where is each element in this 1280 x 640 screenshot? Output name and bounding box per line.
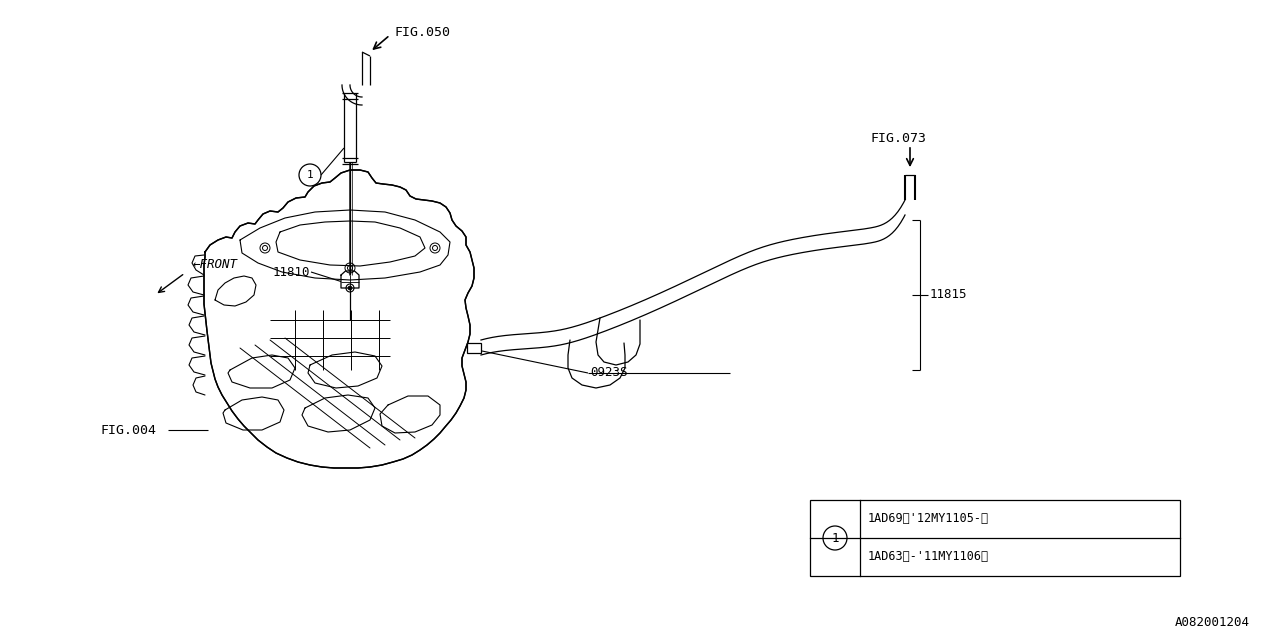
Text: 11810: 11810: [273, 266, 310, 278]
Text: 1AD63（-'11MY1106）: 1AD63（-'11MY1106）: [868, 550, 989, 563]
Text: 1: 1: [831, 531, 838, 545]
Text: 0923S: 0923S: [590, 367, 627, 380]
Text: FIG.050: FIG.050: [394, 26, 451, 38]
Text: ←FRONT: ←FRONT: [193, 259, 238, 271]
Text: 1: 1: [307, 170, 314, 180]
Text: 1AD69（'12MY1105-）: 1AD69（'12MY1105-）: [868, 513, 989, 525]
Text: FIG.073: FIG.073: [870, 131, 925, 145]
Text: 11815: 11815: [931, 289, 968, 301]
Text: A082001204: A082001204: [1175, 616, 1251, 628]
Polygon shape: [204, 170, 474, 468]
Bar: [810, 500, 1180, 576]
Circle shape: [348, 286, 352, 290]
Text: FIG.004: FIG.004: [100, 424, 156, 436]
Bar: [467, 343, 481, 353]
